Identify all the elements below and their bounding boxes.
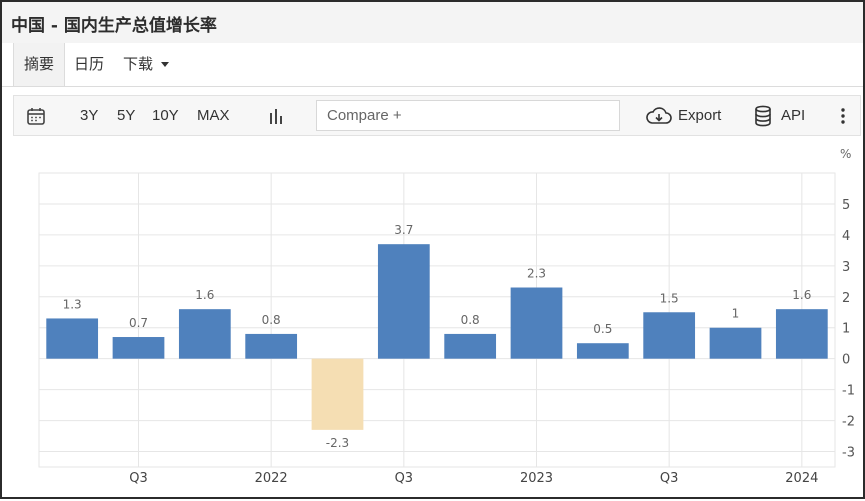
y-tick-label: 2 xyxy=(842,291,850,306)
compare-input[interactable]: Compare + xyxy=(316,100,620,131)
plot-area xyxy=(38,172,836,468)
tab-calendar[interactable]: 日历 xyxy=(74,55,105,73)
bar xyxy=(643,312,696,359)
bar-value-label: 0.7 xyxy=(129,316,148,330)
caret-down-icon xyxy=(161,62,170,67)
bar xyxy=(709,327,762,359)
y-tick-label: 0 xyxy=(842,353,850,368)
y-tick-label: 5 xyxy=(842,198,850,213)
chart-container: % 5 4 3 2 1 0 -1 -2 -3 Q3 2022 Q3 2023 Q3 2024 1.3 0.7 1.… xyxy=(2,142,863,501)
cloud-download-icon[interactable] xyxy=(646,106,672,131)
bar-chart: % 5 4 3 2 1 0 -1 -2 -3 Q3 2022 Q3 2023 Q3 2024 1.3 0.7 1.… xyxy=(38,147,855,486)
bar xyxy=(444,333,497,359)
bar xyxy=(510,287,563,359)
range-max-button[interactable]: MAX xyxy=(197,107,230,124)
x-tick-label: Q3 xyxy=(660,471,679,486)
bar xyxy=(112,337,165,359)
bar xyxy=(377,244,430,359)
x-tick-label: 2022 xyxy=(255,471,288,486)
bar-value-label: -2.3 xyxy=(326,436,349,450)
bar xyxy=(775,309,828,359)
bar-chart-icon[interactable] xyxy=(267,107,285,130)
bar xyxy=(46,318,99,359)
x-tick-label: 2024 xyxy=(785,471,818,486)
header: 中国 - 国内生产总值增长率 xyxy=(2,2,863,44)
bar-value-label: 1.6 xyxy=(195,288,214,302)
bar-value-label: 0.8 xyxy=(262,313,281,327)
database-icon[interactable] xyxy=(754,105,772,132)
range-3y-button[interactable]: 3Y xyxy=(80,107,99,124)
bar xyxy=(245,333,298,359)
calendar-icon[interactable] xyxy=(26,106,46,131)
tab-download[interactable]: 下载 xyxy=(123,43,170,85)
x-tick-label: 2023 xyxy=(520,471,553,486)
range-5y-button[interactable]: 5Y xyxy=(117,107,136,124)
bar-value-label: 2.3 xyxy=(527,267,546,281)
export-button[interactable]: Export xyxy=(678,107,722,124)
bar xyxy=(311,358,364,430)
y-tick-label: 4 xyxy=(842,229,850,244)
x-tick-label: Q3 xyxy=(395,471,414,486)
bar-value-label: 1 xyxy=(732,307,740,321)
tab-summary[interactable]: 摘要 xyxy=(13,43,66,86)
bar-value-label: 3.7 xyxy=(394,223,413,237)
bar-value-label: 0.5 xyxy=(593,322,612,336)
bar-value-label: 0.8 xyxy=(461,313,480,327)
page-title: 中国 - 国内生产总值增长率 xyxy=(11,16,217,36)
tab-download-label: 下载 xyxy=(123,55,154,73)
bar-value-label: 1.6 xyxy=(792,288,811,302)
toolbar: 3Y 5Y 10Y MAX Compare + Export xyxy=(13,95,861,136)
y-tick-label: 3 xyxy=(842,260,850,275)
bar xyxy=(576,343,629,359)
x-tick-label: Q3 xyxy=(129,471,148,486)
y-tick-label: 1 xyxy=(842,322,850,337)
range-10y-button[interactable]: 10Y xyxy=(152,107,179,124)
y-tick-label: -2 xyxy=(842,415,855,430)
y-unit-label: % xyxy=(840,147,851,161)
y-tick-label: -3 xyxy=(842,446,855,461)
bar xyxy=(178,309,231,359)
y-tick-label: -1 xyxy=(842,384,855,399)
more-vertical-icon[interactable] xyxy=(840,108,846,129)
tab-bar: 摘要 日历 下载 xyxy=(2,43,863,87)
bar-value-label: 1.3 xyxy=(63,297,82,311)
bar-value-label: 1.5 xyxy=(660,291,679,305)
api-button[interactable]: API xyxy=(781,107,806,124)
